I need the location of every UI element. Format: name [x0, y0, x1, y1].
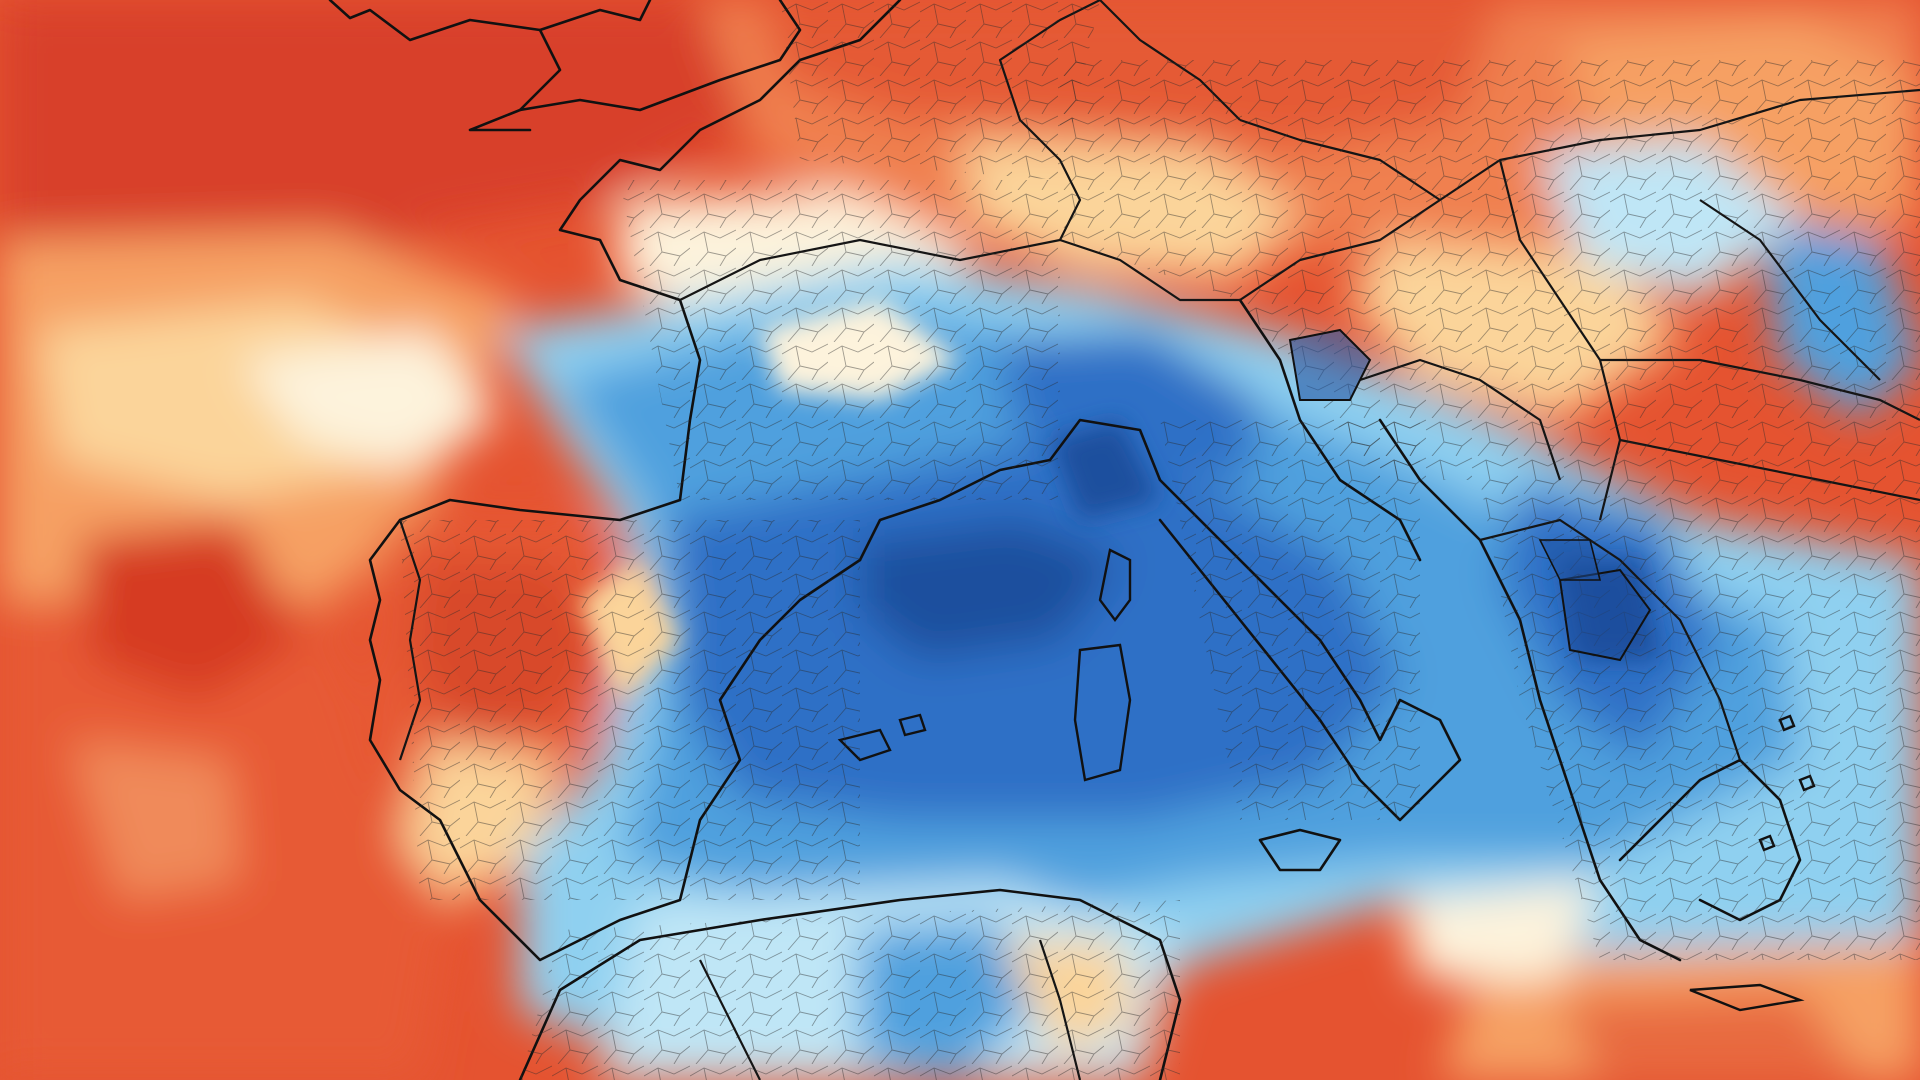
highlighted-countries [1288, 328, 1652, 662]
